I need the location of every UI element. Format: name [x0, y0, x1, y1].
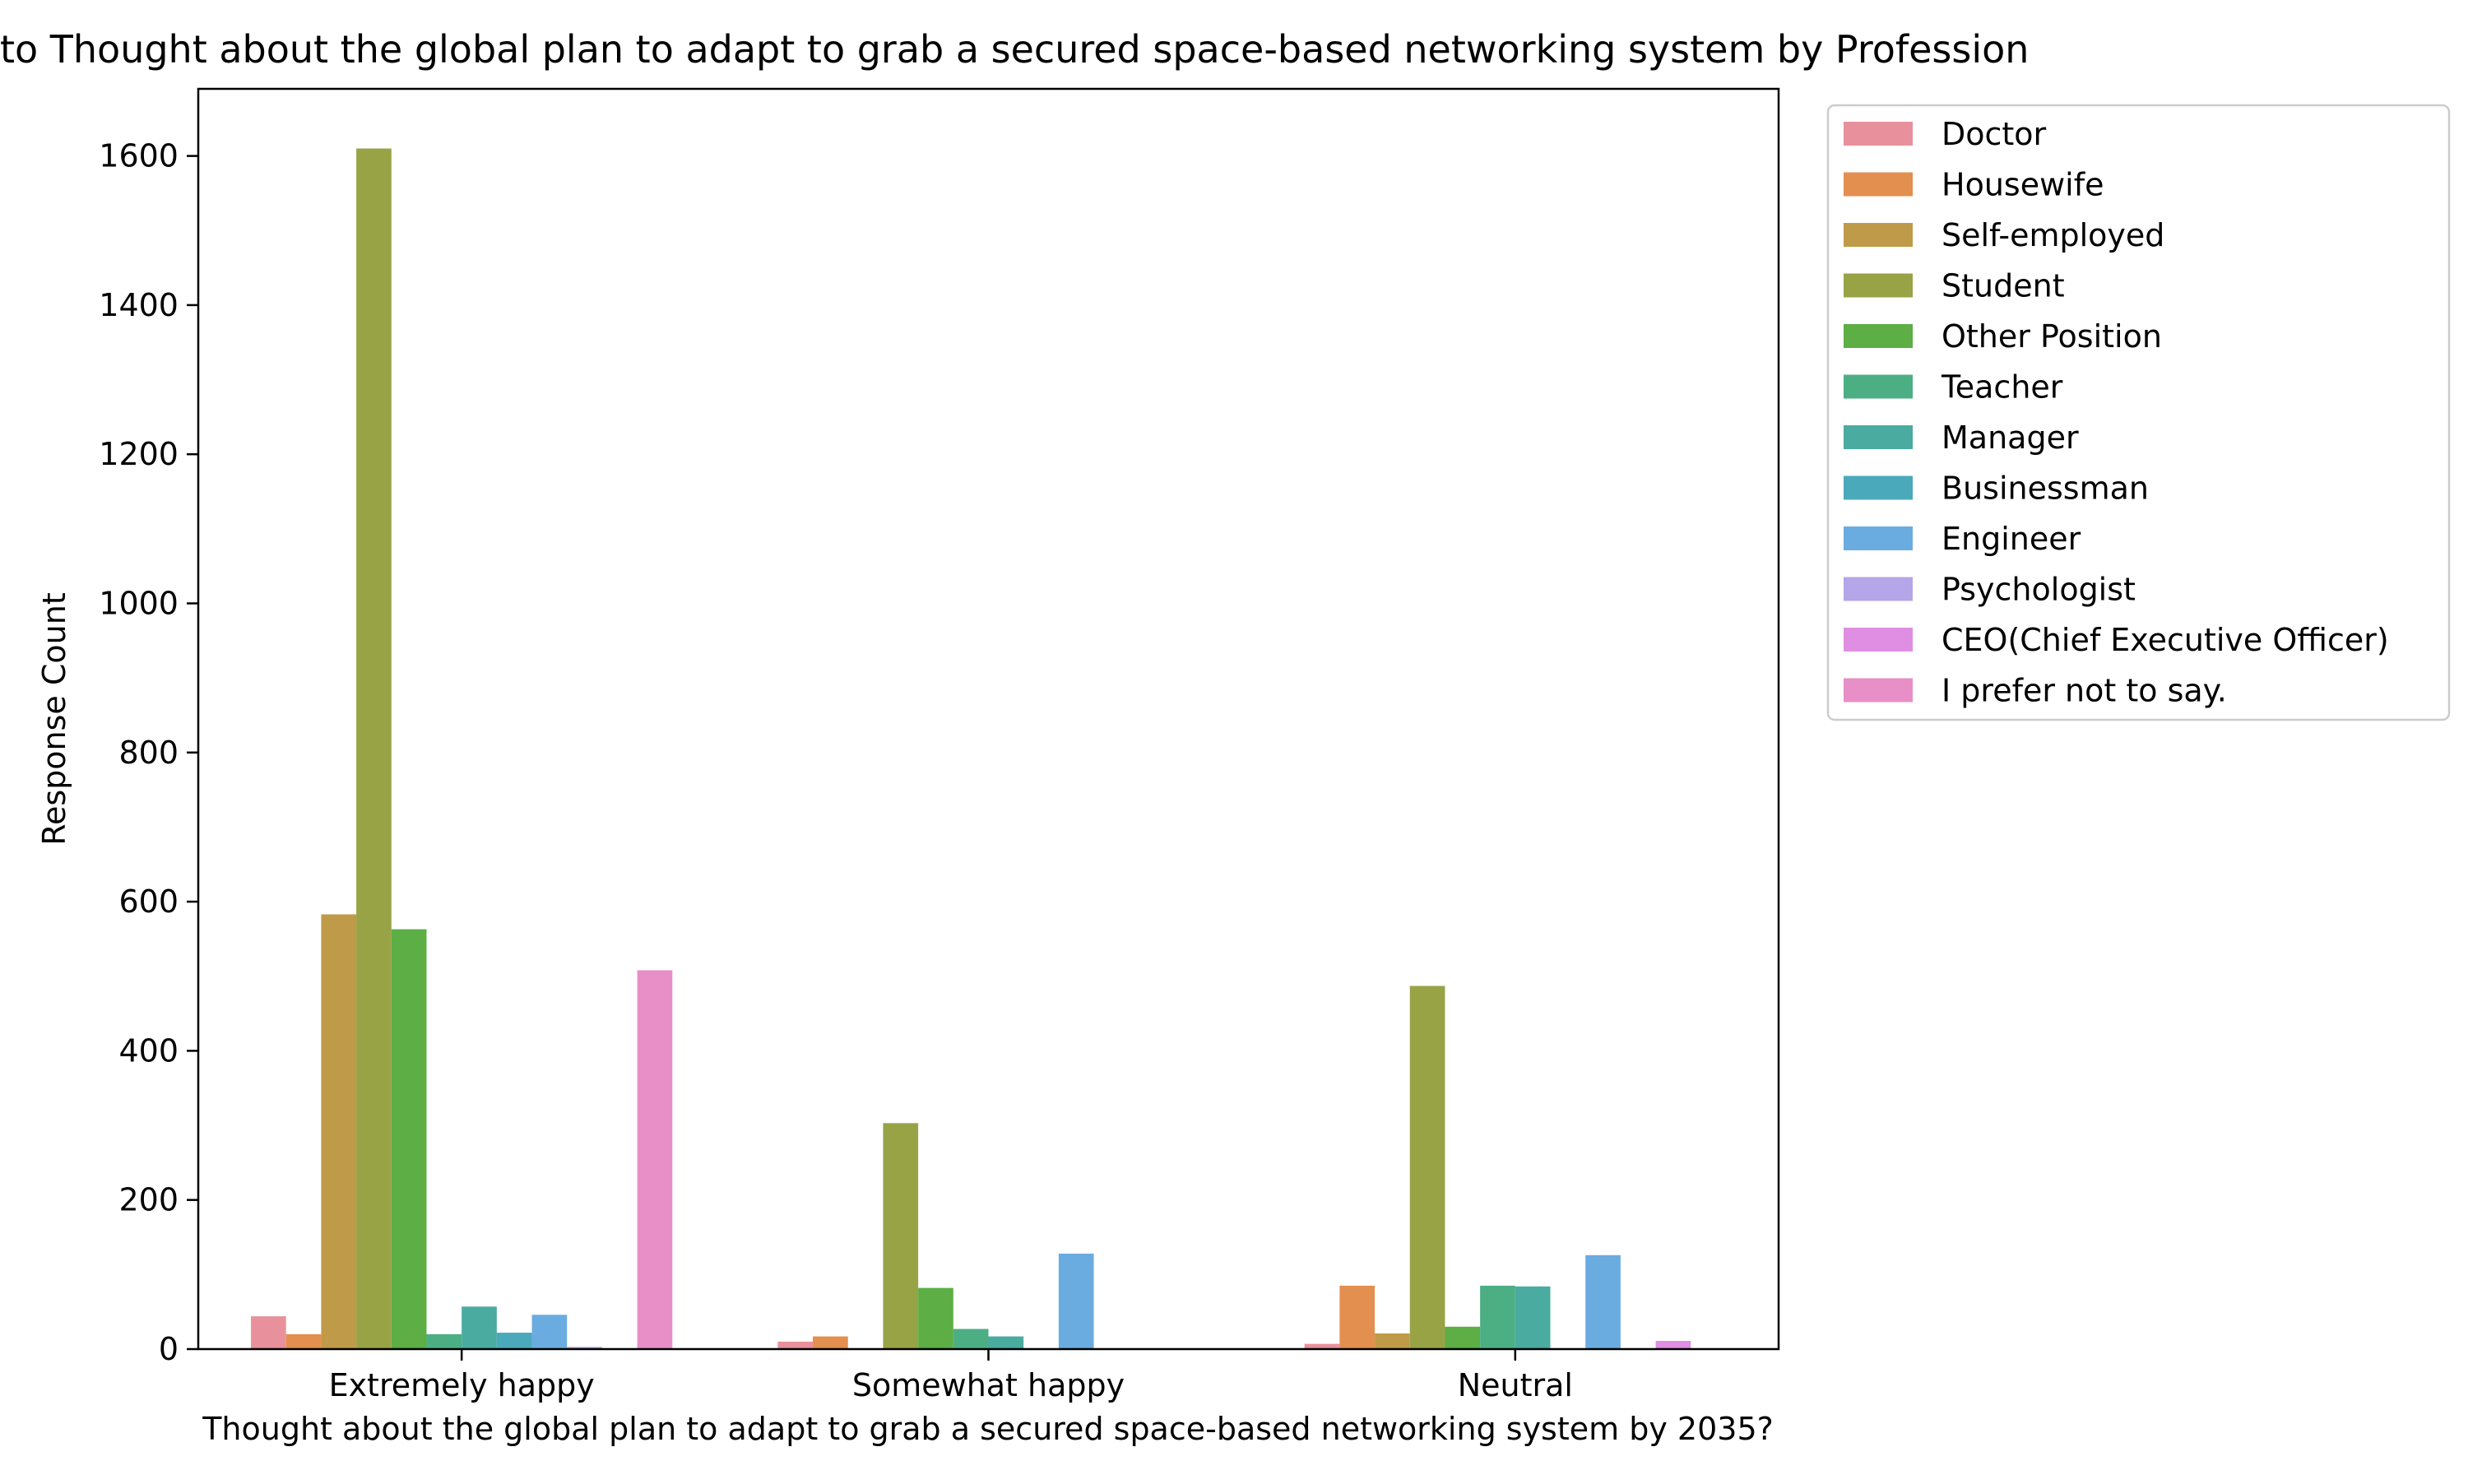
legend-swatch-self-employed [1844, 223, 1913, 247]
legend-swatch-engineer [1844, 526, 1913, 550]
bar-other-position-neutral [1445, 1326, 1481, 1349]
bar-engineer-somewhat-happy [1058, 1253, 1094, 1349]
bar-psychologist-extremely-happy [567, 1347, 602, 1349]
legend-frame [1826, 104, 2451, 721]
legend-swatch-doctor [1844, 122, 1913, 146]
legend-label-engineer: Engineer [1941, 521, 2081, 557]
legend-label-psychologist: Psychologist [1941, 572, 2136, 608]
plot-frame [197, 87, 1780, 1351]
bar-student-somewhat-happy [883, 1123, 919, 1349]
y-axis-label: Response Count [36, 592, 72, 845]
x-axis: Extremely happy Somewhat happy Neutral [329, 1349, 1573, 1403]
bar-doctor-extremely-happy [251, 1316, 286, 1349]
bar-ceo-chief-executive-officer-neutral [1655, 1341, 1691, 1349]
legend-swatch-other-position [1844, 324, 1913, 348]
bar-housewife-somewhat-happy [813, 1336, 848, 1349]
y-axis: 0 200 400 600 800 1000 1200 1400 1600 [99, 138, 198, 1367]
bar-self-employed-neutral [1375, 1333, 1410, 1349]
legend-label-other-position: Other Position [1941, 318, 2162, 355]
legend-label-doctor: Doctor [1941, 116, 2047, 152]
bar-manager-neutral [1515, 1286, 1551, 1349]
y-tick-label: 800 [118, 735, 179, 771]
bar-businessman-extremely-happy [496, 1333, 532, 1349]
y-tick-label: 1400 [99, 287, 179, 323]
y-tick-label: 0 [159, 1331, 179, 1367]
legend-label-teacher: Teacher [1941, 369, 2063, 406]
bar-teacher-neutral [1480, 1285, 1515, 1349]
y-tick-label: 600 [118, 883, 179, 920]
bar-doctor-neutral [1304, 1343, 1340, 1349]
legend-swatch-businessman [1844, 475, 1913, 500]
legend-label-ceo-chief-executive-officer: CEO(Chief Executive Officer) [1941, 622, 2389, 658]
legend-swatch-teacher [1844, 374, 1913, 399]
legend: Doctor Housewife Self-employed Student Other… [1826, 104, 2451, 721]
bar-housewife-extremely-happy [285, 1333, 322, 1349]
bar-teacher-extremely-happy [426, 1333, 462, 1349]
bar-engineer-neutral [1585, 1254, 1621, 1349]
x-tick-label: Somewhat happy [852, 1367, 1125, 1403]
x-tick-label: Neutral [1458, 1367, 1573, 1403]
legend-swatch-housewife [1844, 172, 1913, 197]
legend-swatch-psychologist [1844, 577, 1913, 601]
legend-label-manager: Manager [1941, 420, 2079, 456]
legend-swatch-ceo-chief-executive-officer [1844, 628, 1913, 652]
legend-swatch-i-prefer-not-to-say [1844, 678, 1913, 703]
legend-label-i-prefer-not-to-say: I prefer not to say. [1941, 673, 2227, 709]
bar-engineer-extremely-happy [531, 1315, 568, 1349]
bar-student-extremely-happy [356, 148, 392, 1349]
x-axis-label: Thought about the global plan to adapt t… [202, 1411, 1774, 1447]
bar-manager-extremely-happy [462, 1306, 497, 1349]
legend-swatch-manager [1844, 425, 1913, 449]
y-tick-label: 1000 [99, 585, 179, 621]
bar-manager-somewhat-happy [988, 1336, 1024, 1349]
bar-self-employed-extremely-happy [321, 914, 357, 1349]
y-tick-label: 200 [118, 1182, 179, 1218]
legend-label-self-employed: Self-employed [1941, 217, 2164, 253]
bar-other-position-somewhat-happy [918, 1287, 953, 1349]
y-tick-label: 1600 [99, 138, 179, 174]
chart-title: to Thought about the global plan to adap… [0, 27, 2029, 72]
y-tick-label: 400 [118, 1032, 179, 1069]
bar-teacher-somewhat-happy [953, 1329, 989, 1349]
legend-swatch-student [1844, 273, 1913, 298]
bar-student-neutral [1409, 985, 1445, 1349]
bar-housewife-neutral [1339, 1285, 1375, 1349]
legend-label-housewife: Housewife [1941, 167, 2104, 203]
bar-doctor-somewhat-happy [777, 1341, 814, 1349]
bars-layer [251, 148, 1691, 1349]
legend-label-student: Student [1941, 268, 2065, 304]
y-tick-label: 1200 [99, 436, 179, 472]
bar-other-position-extremely-happy [391, 929, 427, 1349]
x-tick-label: Extremely happy [329, 1367, 595, 1403]
legend-label-businessman: Businessman [1941, 471, 2149, 507]
bar-i-prefer-not-to-say-extremely-happy [637, 970, 673, 1349]
